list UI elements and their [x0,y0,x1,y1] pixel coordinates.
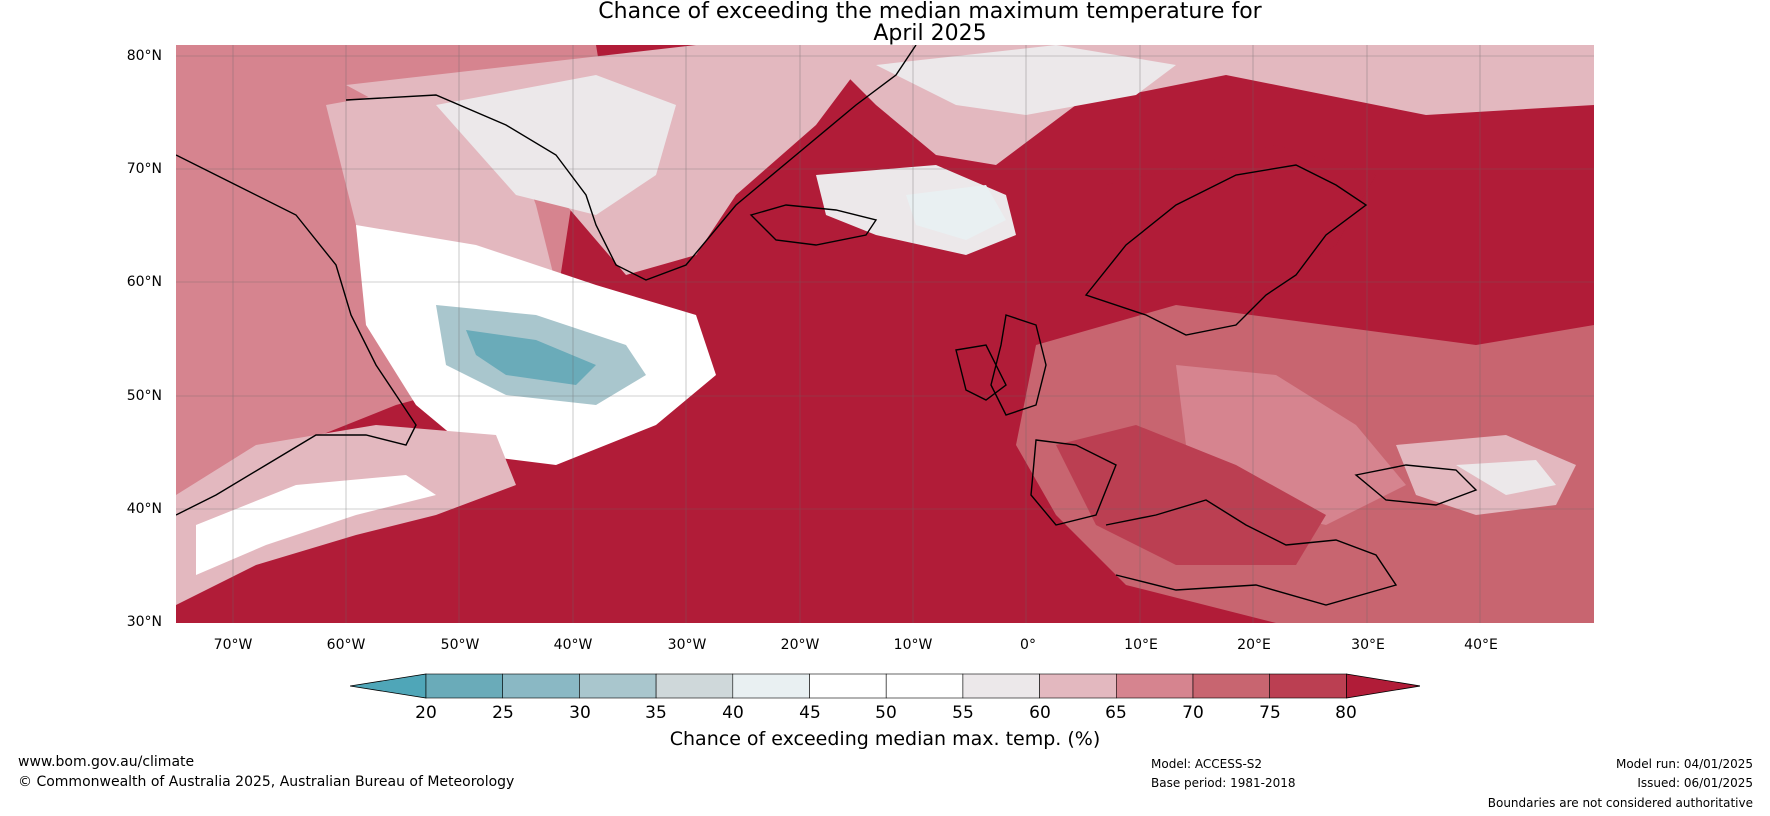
colorbar-tick: 30 [569,703,591,723]
iberia-coast [1030,439,1117,526]
mediterranean-coast [1105,499,1398,606]
lat-label-70n: 70°N [126,161,162,177]
colorbar-segment [1115,673,1194,699]
map-gridlines [176,45,1594,623]
coastlines [176,45,1478,606]
labrador-coast [176,154,417,516]
colorbar-tick: 60 [1029,703,1051,723]
colorbar-under-arrow [350,673,427,699]
colorbar-tick: 75 [1259,703,1281,723]
lat-label-50n: 50°N [126,388,162,404]
colorbar-tick: 65 [1105,703,1127,723]
lon-label-40w: 40°W [553,637,593,653]
scandinavia-deep-region [1106,145,1376,305]
model-text: Model: ACCESS-S2 [1151,757,1263,771]
colorbar-tick: 55 [952,703,974,723]
lat-label-80n: 80°N [126,48,162,64]
colorbar-segment [962,673,1040,699]
lat-label-30n: 30°N [126,614,162,630]
lon-label-10w: 10°W [893,637,933,653]
iceland-coast [749,204,878,246]
iceland-east-white-region [906,185,1006,240]
lon-label-50w: 50°W [440,637,480,653]
lon-label-20w: 20°W [780,637,820,653]
colorbar-tick: 20 [415,703,437,723]
scandinavia-coast [1084,164,1368,336]
lon-label-10e: 10°E [1124,637,1158,653]
colorbar [350,673,1420,699]
colorbar-tick: 70 [1182,703,1204,723]
colorbar-tick: 45 [799,703,821,723]
map-frame[interactable] [176,45,1594,623]
colorbar-tick: 25 [492,703,514,723]
colorbar-over-arrow [1346,673,1420,699]
colorbar-tick: 35 [645,703,667,723]
colorbar-segment [1192,673,1270,699]
colorbar-tick: 80 [1335,703,1357,723]
colorbar-segment [732,673,810,699]
colorbar-segment [655,673,734,699]
colorbar-segment [1269,673,1347,699]
colorbar-segment [809,673,887,699]
map-subtitle: April 2025 [873,21,987,46]
atlantic-cold-core-region [466,330,596,385]
website-link[interactable]: www.bom.gov.au/climate [18,754,195,770]
map-title: Chance of exceeding the median maximum t… [598,0,1262,24]
forecast-map [176,45,1594,623]
copyright-text: © Commonwealth of Australia 2025, Austra… [18,774,515,790]
lat-label-40n: 40°N [126,501,162,517]
lon-label-30e: 30°E [1351,637,1385,653]
lon-label-0: 0° [1020,637,1036,653]
uk-ireland-coast [955,314,1047,416]
lat-label-60n: 60°N [126,274,162,290]
lon-label-20e: 20°E [1237,637,1271,653]
mediterranean-mid-region [1056,425,1326,565]
issued-text: Issued: 06/01/2025 [1637,776,1753,790]
lon-label-60w: 60°W [326,637,366,653]
colorbar-tick: 40 [722,703,744,723]
south-west-white-region [196,475,436,575]
colorbar-segment [1039,673,1117,699]
lon-label-40e: 40°E [1464,637,1498,653]
caspian-light-region [1456,460,1556,495]
model-run-text: Model run: 04/01/2025 [1615,757,1753,771]
greenland-coast [345,45,917,281]
colorbar-segment [502,673,580,699]
colorbar-segment [579,673,657,699]
colorbar-segment [425,673,503,699]
boundaries-disclaimer: Boundaries are not considered authoritat… [1487,796,1753,810]
lon-label-70w: 70°W [213,637,253,653]
colorbar-label: Chance of exceeding median max. temp. (%… [669,728,1101,750]
greenland-interior-region [436,75,676,215]
black-sea-coast [1354,464,1478,506]
colorbar-segment [885,673,964,699]
lon-label-30w: 30°W [667,637,707,653]
colorbar-tick: 50 [875,703,897,723]
base-period-text: Base period: 1981-2018 [1151,776,1296,790]
